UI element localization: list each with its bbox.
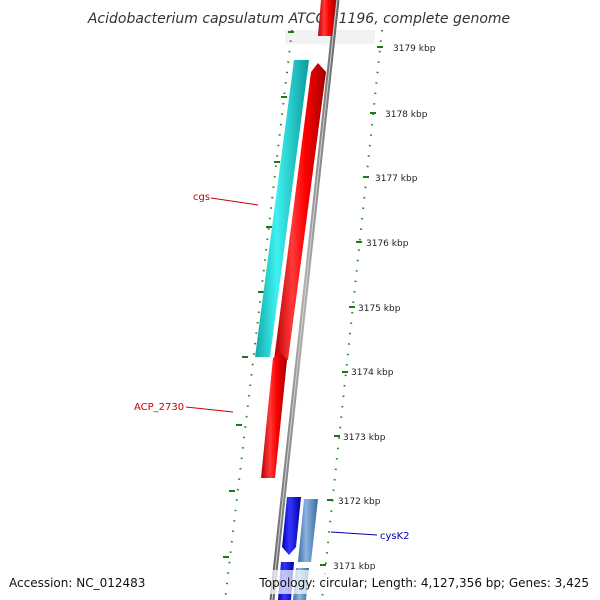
gene-red-acp2730 (261, 352, 287, 478)
gene-red-top (318, 0, 336, 36)
topology-text: Topology: circular; Length: 4,127,356 bp… (258, 576, 589, 590)
tick-label: 3179 kbp (393, 44, 436, 54)
tick-label: 3173 kbp (343, 433, 386, 443)
outer-dotted-ring (321, 29, 383, 600)
genome-backbone-highlight (271, 0, 338, 600)
gene-cyan-cgs (255, 60, 309, 357)
tick-label: 3175 kbp (358, 304, 401, 314)
tick-label: 3174 kbp (351, 368, 394, 378)
gene-label-cysk2: cysK2 (380, 531, 410, 542)
gene-steel-cysk2 (298, 499, 318, 562)
tick-label: 3178 kbp (385, 110, 428, 120)
tick-label: 3172 kbp (338, 497, 381, 507)
tick-label: 3171 kbp (333, 562, 376, 572)
gene-label-cgs: cgs (193, 192, 210, 203)
leader-acp2730 (185, 406, 234, 413)
gene-label-acp2730: ACP_2730 (134, 402, 184, 413)
left-major-ticks (223, 31, 294, 558)
accession-text: Accession: NC_012483 (9, 576, 145, 590)
inner-dotted-ring (224, 29, 293, 600)
footer-backdrop (262, 570, 600, 594)
gene-red-cgs-region (274, 63, 326, 360)
leader-cysk2 (330, 531, 378, 536)
right-major-ticks (320, 46, 383, 566)
tick-label: 3177 kbp (375, 174, 418, 184)
top-fade (285, 30, 375, 44)
gene-blue-upper (282, 497, 301, 555)
map-title: Acidobacterium capsulatum ATCC 51196, co… (87, 11, 510, 27)
leader-cgs (210, 197, 259, 206)
tick-label: 3176 kbp (366, 239, 409, 249)
